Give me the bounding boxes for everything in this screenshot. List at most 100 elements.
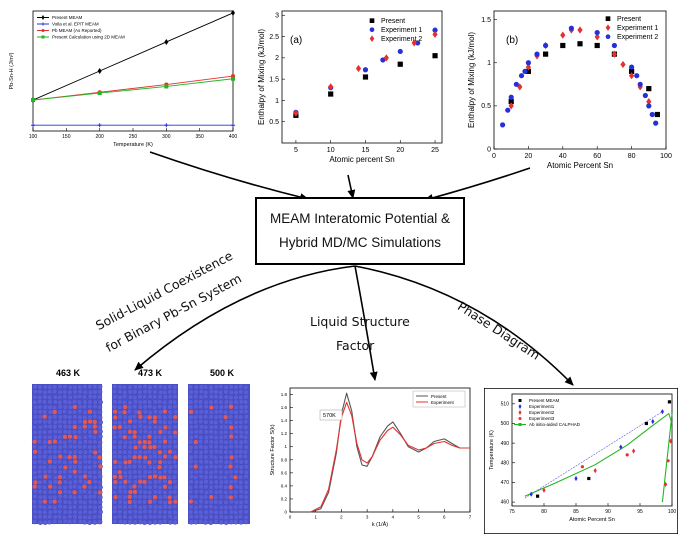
atom xyxy=(32,414,38,420)
atom xyxy=(172,434,178,440)
atom xyxy=(97,414,103,420)
atom xyxy=(82,424,88,430)
atom xyxy=(208,389,214,395)
atom xyxy=(77,434,83,440)
atom xyxy=(52,499,58,505)
atom xyxy=(188,459,194,465)
atom xyxy=(86,459,93,465)
atom xyxy=(97,509,103,515)
atom xyxy=(37,429,43,435)
atom xyxy=(167,464,174,470)
atom xyxy=(57,479,63,485)
atom xyxy=(52,419,59,425)
atom xyxy=(97,499,103,505)
atom xyxy=(233,389,239,396)
data-point xyxy=(31,123,35,128)
atom xyxy=(82,509,88,515)
atom xyxy=(167,439,173,445)
plot-frame xyxy=(493,10,667,150)
atom xyxy=(213,409,219,415)
atom xyxy=(137,469,143,475)
y-tick-label: 460 xyxy=(501,500,510,506)
atom xyxy=(127,434,133,440)
atom xyxy=(147,424,153,430)
atom xyxy=(203,494,209,500)
legend-marker xyxy=(369,35,375,42)
atom xyxy=(238,488,244,495)
atom xyxy=(157,519,163,525)
data-point xyxy=(397,48,403,55)
atom xyxy=(42,494,48,500)
x-tick-label: 0 xyxy=(492,153,496,160)
atom xyxy=(188,489,194,495)
atom xyxy=(122,514,128,520)
atom xyxy=(62,429,68,435)
atom xyxy=(208,419,214,425)
atom xyxy=(142,464,148,470)
chart-temperature: 100 150 200 250 300 350 400 Temperature (K) Pb-S… xyxy=(9,9,237,148)
atom xyxy=(32,404,39,410)
atom xyxy=(238,499,244,505)
data-point xyxy=(666,459,670,463)
atom xyxy=(72,439,78,445)
atom xyxy=(228,469,234,475)
atom xyxy=(67,479,73,485)
atom xyxy=(222,409,229,415)
data-point xyxy=(231,123,235,128)
atom xyxy=(213,414,219,420)
atom xyxy=(112,509,118,515)
atom xyxy=(167,444,173,450)
atom xyxy=(137,489,144,495)
atom xyxy=(57,399,63,405)
data-point xyxy=(667,400,672,404)
atom xyxy=(82,399,88,405)
atom xyxy=(47,484,53,490)
atom xyxy=(47,509,53,515)
atom xyxy=(233,458,239,465)
x-tick-label: 40 xyxy=(559,153,567,160)
atom xyxy=(42,464,48,470)
atom xyxy=(132,449,138,455)
atom xyxy=(82,384,88,390)
atom xyxy=(137,464,143,470)
atom xyxy=(57,454,63,460)
y-tick-label: 470 xyxy=(501,480,510,486)
atom xyxy=(82,409,88,415)
atom xyxy=(208,459,214,465)
atom xyxy=(92,479,98,485)
atom xyxy=(208,429,214,435)
data-point xyxy=(543,51,549,57)
atom xyxy=(157,399,163,405)
atom xyxy=(112,394,118,400)
atom xyxy=(112,409,118,415)
atom xyxy=(238,439,244,445)
atom xyxy=(146,439,153,445)
y-tick-label: 1.6 xyxy=(281,405,288,410)
data-point xyxy=(534,51,540,57)
atom xyxy=(208,464,214,470)
atom xyxy=(223,434,229,440)
atom xyxy=(121,384,128,390)
atom xyxy=(47,424,53,430)
atom xyxy=(112,494,118,500)
atom xyxy=(243,474,249,480)
x-tick-label: 95 xyxy=(637,509,643,515)
data-point xyxy=(629,68,635,74)
legend-marker xyxy=(41,35,45,39)
atom xyxy=(72,444,78,450)
atom xyxy=(147,474,153,480)
x-tick-label: 0 xyxy=(289,515,292,520)
data-point xyxy=(97,68,102,74)
atom xyxy=(167,494,173,500)
atom xyxy=(228,454,234,460)
atom xyxy=(112,454,118,460)
atom xyxy=(172,504,178,510)
snapshot-box-2 xyxy=(111,383,179,525)
atom xyxy=(87,424,93,430)
atom xyxy=(127,494,133,500)
atom xyxy=(172,514,178,520)
atom xyxy=(233,509,239,515)
atom xyxy=(188,419,194,425)
atom xyxy=(52,394,58,400)
atom xyxy=(162,469,168,475)
